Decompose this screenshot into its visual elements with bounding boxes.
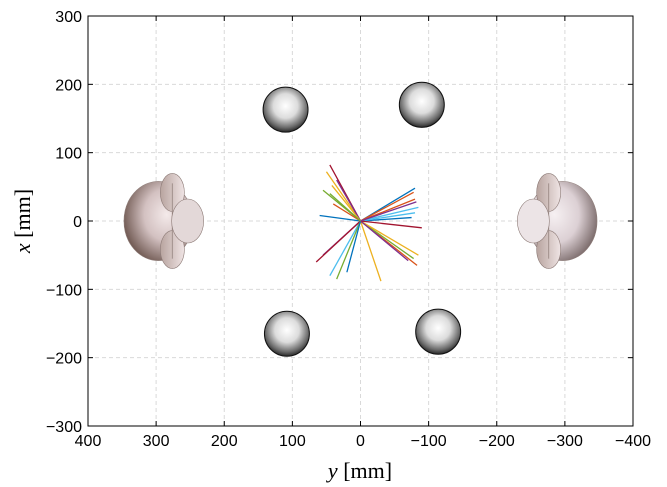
right-head-face bbox=[517, 198, 550, 244]
y-tick-label: −300 bbox=[46, 419, 82, 436]
data-line-3 bbox=[325, 171, 362, 222]
y-tick-label: −200 bbox=[46, 351, 82, 368]
x-tick-label: 200 bbox=[211, 433, 238, 450]
data-line-23 bbox=[360, 191, 414, 222]
x-tick-label: −400 bbox=[615, 433, 651, 450]
left-head bbox=[123, 173, 204, 269]
ticks bbox=[87, 15, 634, 427]
data-line-21 bbox=[360, 220, 422, 229]
y-tick-label: 200 bbox=[55, 77, 82, 94]
data-line-11 bbox=[336, 179, 362, 222]
data-line-24 bbox=[331, 185, 362, 222]
sphere-4 bbox=[415, 308, 462, 355]
x-axis-label: y [mm] bbox=[326, 458, 392, 483]
data-line-8 bbox=[319, 214, 361, 222]
sphere-3 bbox=[263, 310, 310, 357]
data-line-13 bbox=[329, 220, 362, 276]
left-head-face bbox=[171, 198, 204, 244]
x-tick-label: 100 bbox=[279, 433, 306, 450]
data-line-14 bbox=[315, 220, 361, 263]
data-line-26 bbox=[329, 193, 361, 222]
y-tick-labels: 300 200 100 0 −100 −200 −300 bbox=[46, 9, 82, 436]
x-tick-label: 0 bbox=[356, 433, 365, 450]
data-line-5 bbox=[360, 220, 415, 260]
data-line-16 bbox=[332, 203, 361, 222]
sphere-2 bbox=[398, 81, 445, 128]
x-tick-label: −100 bbox=[411, 433, 447, 450]
data-lines bbox=[315, 164, 422, 282]
data-line-15 bbox=[360, 216, 412, 222]
y-tick-label: 100 bbox=[55, 146, 82, 163]
y-tick-label: 0 bbox=[73, 214, 82, 231]
y-axis-label: x [mm] bbox=[10, 189, 35, 254]
data-line-19 bbox=[336, 220, 362, 280]
data-line-18 bbox=[360, 220, 409, 262]
data-line-22 bbox=[346, 220, 362, 273]
x-tick-label: 300 bbox=[143, 433, 170, 450]
x-tick-label: −300 bbox=[547, 433, 583, 450]
y-tick-label: 300 bbox=[55, 9, 82, 26]
sphere-1 bbox=[262, 86, 309, 133]
x-tick-label: −200 bbox=[479, 433, 515, 450]
data-line-25 bbox=[360, 201, 417, 222]
x-tick-labels: 400 300 200 100 0 −100 −200 −300 −400 bbox=[75, 433, 651, 450]
data-line-10 bbox=[359, 220, 382, 282]
x-tick-label: 400 bbox=[75, 433, 102, 450]
data-line-17 bbox=[360, 220, 419, 256]
data-line-20 bbox=[360, 212, 416, 222]
data-line-6 bbox=[360, 206, 419, 222]
scene-objects bbox=[123, 81, 598, 357]
right-head bbox=[517, 173, 598, 269]
y-tick-label: −100 bbox=[46, 282, 82, 299]
